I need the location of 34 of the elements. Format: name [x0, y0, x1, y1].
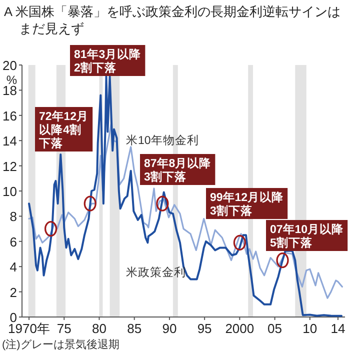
x-tick-label: 2000: [225, 321, 254, 336]
point: [276, 252, 289, 268]
series-label: 米10年物金利: [126, 134, 199, 147]
text: (注)グレーは景気後退期: [2, 338, 120, 351]
line-series: [28, 123, 343, 299]
point: [44, 221, 58, 237]
y-tick-label: 6: [10, 234, 17, 250]
y-tick-label: 14: [2, 134, 17, 149]
y-tick-label: 10: [2, 184, 17, 199]
y-tick-label: 8: [10, 209, 17, 224]
x-tick-label: 75: [56, 321, 72, 336]
x-tick-label: 85: [127, 321, 142, 336]
x-tick-label: 10: [302, 321, 318, 336]
point: [84, 196, 96, 212]
annotation: 72年12月以降4割下落: [38, 109, 89, 150]
x-tick-label: 90: [162, 321, 177, 336]
y-tick-label: 2: [10, 284, 17, 300]
annotation: 87年8月以降3割下落: [144, 156, 212, 184]
y-tick-label: 12: [2, 158, 17, 174]
x-tick-label: 14: [330, 321, 346, 336]
annotation: 81年3月以降2割下落: [74, 47, 142, 74]
series-label: 米政策金利: [126, 266, 186, 279]
point: [156, 196, 169, 212]
x-tick-label: 95: [197, 321, 212, 336]
line-series: [28, 75, 342, 317]
y-tick-label: 20: [2, 58, 17, 73]
y-tick-label: 4: [10, 260, 17, 275]
annotation: 07年10月以降5割下落: [270, 222, 345, 250]
chart-title: A 米国株「暴落」を呼ぶ政策金利の長期金利逆転サインはまだ見えず: [4, 4, 340, 36]
x-tick-label: 80: [92, 321, 106, 336]
annotation: 99年12月以降3割下落: [210, 190, 285, 218]
point: [233, 234, 246, 250]
x-tick-label: 05: [268, 321, 282, 336]
y-tick-label: 16: [2, 108, 17, 124]
